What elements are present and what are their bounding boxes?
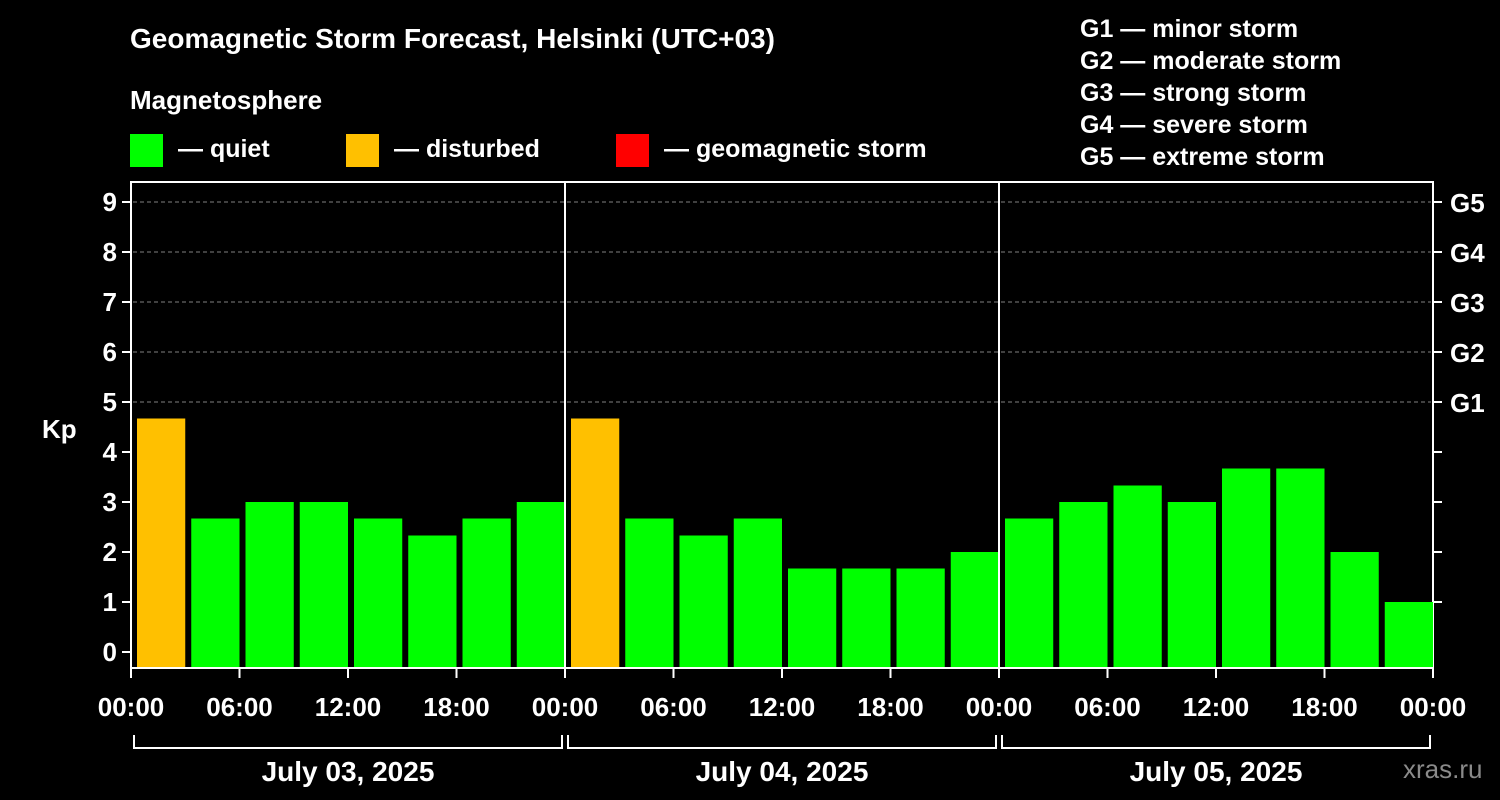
bar-day3-6 (1276, 468, 1325, 667)
bar-day3-1 (1005, 518, 1054, 667)
y-tick-label-8: 8 (103, 237, 117, 267)
bar-day1-3 (245, 502, 294, 667)
color-legend: — quiet — disturbed — geomagnetic storm (130, 134, 927, 167)
bar-day3-8 (1384, 602, 1433, 667)
bar-day2-2 (625, 518, 674, 667)
x-tick-label-1: 06:00 (206, 692, 273, 722)
x-tick-label-2: 12:00 (315, 692, 382, 722)
date-label-1: July 03, 2025 (262, 756, 435, 787)
g-scale-item-3: G3 — strong storm (1080, 79, 1306, 107)
g-scale-item-4: G4 — severe storm (1080, 111, 1308, 139)
x-tick-label-9: 06:00 (1074, 692, 1141, 722)
bar-day3-7 (1330, 552, 1379, 667)
y-tick-label-7: 7 (103, 287, 117, 317)
storm-scale-legend: G1 — minor storm G2 — moderate storm G3 — … (1080, 15, 1341, 171)
x-tick-label-12: 00:00 (1400, 692, 1467, 722)
bar-day2-7 (896, 568, 945, 667)
bar-day2-4 (733, 518, 782, 667)
chart-title: Geomagnetic Storm Forecast, Helsinki (UT… (130, 23, 775, 54)
y-tick-label-6: 6 (103, 337, 117, 367)
bar-day1-2 (191, 518, 240, 667)
date-label-3: July 05, 2025 (1130, 756, 1303, 787)
legend-swatch-1 (346, 134, 379, 167)
bar-day1-1 (137, 418, 186, 667)
x-tick-label-5: 06:00 (640, 692, 707, 722)
legend-label-2: — geomagnetic storm (664, 135, 927, 163)
y-tick-label-4: 4 (103, 437, 118, 467)
bar-day2-3 (679, 535, 728, 667)
y-tick-label-5: 5 (103, 387, 117, 417)
bar-day1-8 (516, 502, 565, 667)
legend-swatch-0 (130, 134, 163, 167)
y-tick-label-9: 9 (103, 187, 117, 217)
x-tick-label-8: 00:00 (966, 692, 1033, 722)
y-axis-label: Kp (42, 414, 77, 444)
bar-day1-5 (354, 518, 403, 667)
bar-day2-5 (788, 568, 837, 667)
legend-label-1: — disturbed (394, 135, 540, 163)
legend-subtitle: Magnetosphere (130, 85, 322, 115)
y-tick-label-2: 2 (103, 537, 117, 567)
x-tick-label-0: 00:00 (98, 692, 165, 722)
x-tick-label-10: 12:00 (1183, 692, 1250, 722)
bar-day2-8 (950, 552, 999, 667)
bar-day3-4 (1167, 502, 1216, 667)
bar-day3-5 (1222, 468, 1271, 667)
date-label-2: July 04, 2025 (696, 756, 869, 787)
x-tick-label-11: 18:00 (1291, 692, 1358, 722)
g-scale-item-5: G5 — extreme storm (1080, 143, 1325, 171)
legend-swatch-2 (616, 134, 649, 167)
x-tick-label-7: 18:00 (857, 692, 924, 722)
g-scale-item-2: G2 — moderate storm (1080, 47, 1341, 75)
g-label-g4: G4 (1450, 238, 1485, 268)
legend-label-0: — quiet (178, 135, 270, 163)
x-tick-label-3: 18:00 (423, 692, 490, 722)
x-tick-label-6: 12:00 (749, 692, 816, 722)
bar-day1-4 (299, 502, 348, 667)
y-tick-label-0: 0 (103, 637, 117, 667)
g-label-g5: G5 (1450, 188, 1485, 218)
bar-day3-3 (1113, 485, 1162, 667)
bar-day2-1 (571, 418, 620, 667)
x-tick-label-4: 00:00 (532, 692, 599, 722)
g-label-g3: G3 (1450, 288, 1485, 318)
plot-area: 0 1 2 3 4 5 6 7 8 9 Kp G1 G2 G3 G4 G5 July 03, 2025 July … (42, 181, 1485, 787)
g-label-g2: G2 (1450, 338, 1485, 368)
bar-day2-6 (842, 568, 891, 667)
g-scale-item-1: G1 — minor storm (1080, 15, 1298, 43)
bar-day3-2 (1059, 502, 1108, 667)
bar-day1-7 (462, 518, 511, 667)
y-tick-label-1: 1 (103, 587, 117, 617)
y-tick-label-3: 3 (103, 487, 117, 517)
watermark: xras.ru (1403, 754, 1482, 784)
bar-day1-6 (408, 535, 457, 667)
g-label-g1: G1 (1450, 388, 1485, 418)
